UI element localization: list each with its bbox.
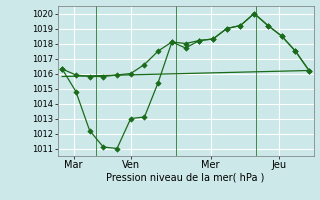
X-axis label: Pression niveau de la mer( hPa ): Pression niveau de la mer( hPa ) [107,173,265,183]
